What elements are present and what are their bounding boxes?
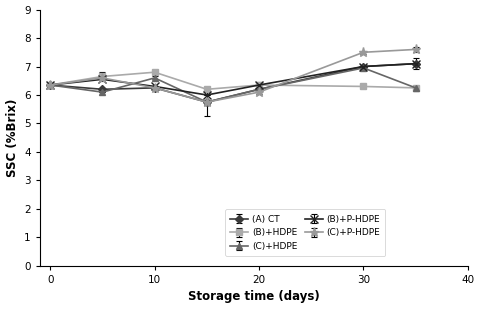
X-axis label: Storage time (days): Storage time (days) [188, 290, 320, 303]
Y-axis label: SSC (%Brix): SSC (%Brix) [6, 99, 19, 177]
Legend: (A) CT, (B)+HDPE, (C)+HDPE, (B)+P-HDPE, (C)+P-HDPE: (A) CT, (B)+HDPE, (C)+HDPE, (B)+P-HDPE, … [225, 210, 385, 256]
